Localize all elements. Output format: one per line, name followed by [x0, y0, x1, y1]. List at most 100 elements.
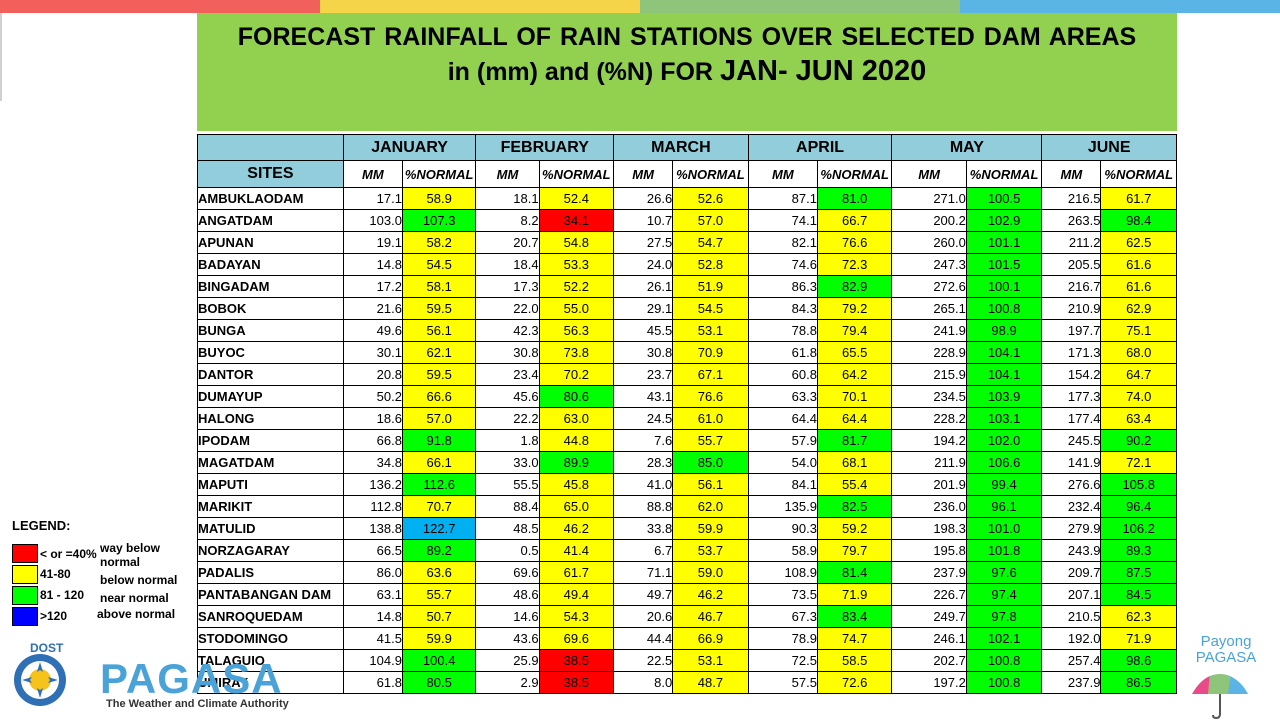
percent-normal-cell: 56.3	[538, 319, 615, 342]
mm-header: MM	[747, 160, 818, 188]
percent-normal-cell: 54.5	[672, 297, 749, 320]
site-name-cell: PADALIS	[197, 561, 344, 584]
percent-normal-cell: 104.1	[965, 341, 1043, 364]
sites-header: SITES	[197, 160, 344, 188]
mm-value-cell: 263.5	[1041, 209, 1102, 232]
mm-value-cell: 245.5	[1041, 429, 1102, 452]
mm-value-cell: 61.8	[747, 341, 818, 364]
rainfall-table: JANUARY FEBRUARY MARCH APRIL MAY JUNE SI…	[197, 134, 1177, 694]
mm-value-cell: 34.8	[342, 451, 403, 474]
percent-normal-cell: 66.6	[401, 385, 477, 408]
percent-normal-cell: 70.2	[538, 363, 615, 386]
percent-normal-cell: 61.0	[672, 407, 749, 430]
mm-value-cell: 23.4	[475, 363, 540, 386]
mm-value-cell: 135.9	[747, 495, 818, 518]
percent-normal-cell: 54.5	[401, 253, 477, 276]
percent-normal-cell: 46.2	[672, 583, 749, 606]
site-name-cell: BUYOC	[197, 341, 344, 364]
percent-normal-cell: 66.9	[672, 627, 749, 650]
percent-normal-cell: 58.2	[401, 231, 477, 254]
top-bar-blue	[960, 0, 1280, 13]
percent-normal-cell: 44.8	[538, 429, 615, 452]
percent-normal-cell: 101.0	[965, 517, 1043, 540]
table-row: HALONG 18.6 57.0 22.2 63.0 24.5 61.0 64.4 64.4 22…	[197, 407, 1177, 430]
mm-value-cell: 271.0	[891, 187, 967, 210]
percent-normal-cell: 101.1	[965, 231, 1043, 254]
percent-normal-cell: 50.7	[401, 605, 477, 628]
header-blank-cell	[197, 134, 344, 161]
mm-value-cell: 108.9	[747, 561, 818, 584]
mm-value-cell: 30.1	[342, 341, 403, 364]
percent-normal-cell: 96.4	[1100, 495, 1177, 518]
mm-value-cell: 43.1	[613, 385, 674, 408]
percent-normal-cell: 106.6	[965, 451, 1043, 474]
mm-value-cell: 10.7	[613, 209, 674, 232]
mm-value-cell: 78.8	[747, 319, 818, 342]
mm-value-cell: 154.2	[1041, 363, 1102, 386]
legend-desc: way below normal	[100, 541, 161, 569]
table-row: STODOMINGO 41.5 59.9 43.6 69.6 44.4 66.9 78.9 74…	[197, 627, 1177, 650]
percent-normal-cell: 45.8	[538, 473, 615, 496]
percent-normal-cell: 103.9	[965, 385, 1043, 408]
percent-normal-cell: 101.5	[965, 253, 1043, 276]
mm-header: MM	[1041, 160, 1102, 188]
percent-normal-cell: 61.7	[538, 561, 615, 584]
site-name-cell: ANGATDAM	[197, 209, 344, 232]
month-header: JUNE	[1041, 134, 1177, 161]
mm-value-cell: 265.1	[891, 297, 967, 320]
site-name-cell: DUMAYUP	[197, 385, 344, 408]
percent-normal-cell: 86.5	[1100, 671, 1177, 694]
top-bar-green	[640, 0, 960, 13]
mm-value-cell: 17.2	[342, 275, 403, 298]
table-row: AMBUKLAODAM 17.1 58.9 18.1 52.4 26.6 52.6 87.1 8…	[197, 187, 1177, 210]
mm-value-cell: 48.5	[475, 517, 540, 540]
mm-value-cell: 45.6	[475, 385, 540, 408]
percent-normal-cell: 49.4	[538, 583, 615, 606]
payong-line1: Payong	[1200, 633, 1252, 650]
mm-value-cell: 200.2	[891, 209, 967, 232]
percent-normal-cell: 51.9	[672, 275, 749, 298]
mm-value-cell: 177.4	[1041, 407, 1102, 430]
percent-normal-cell: 52.4	[538, 187, 615, 210]
mm-value-cell: 57.5	[747, 671, 818, 694]
percent-normal-cell: 102.0	[965, 429, 1043, 452]
mm-value-cell: 0.5	[475, 539, 540, 562]
percent-normal-cell: 96.1	[965, 495, 1043, 518]
title-banner: FORECAST RAINFALL OF RAIN STATIONS OVER …	[197, 13, 1177, 131]
table-body: AMBUKLAODAM 17.1 58.9 18.1 52.4 26.6 52.6 87.1 8…	[197, 187, 1177, 694]
legend-title: LEGEND:	[12, 518, 71, 533]
percent-normal-cell: 52.2	[538, 275, 615, 298]
site-name-cell: DANTOR	[197, 363, 344, 386]
percent-normal-cell: 55.7	[672, 429, 749, 452]
percent-normal-cell: 68.0	[1100, 341, 1177, 364]
legend-desc: below normal	[100, 573, 178, 587]
legend-swatch-yellow	[12, 565, 38, 584]
percent-normal-cell: 102.9	[965, 209, 1043, 232]
mm-value-cell: 14.6	[475, 605, 540, 628]
mm-value-cell: 48.6	[475, 583, 540, 606]
mm-value-cell: 66.8	[342, 429, 403, 452]
legend-desc: above normal	[97, 607, 176, 621]
table-row: MAGATDAM 34.8 66.1 33.0 89.9 28.3 85.0 54.0 68.1…	[197, 451, 1177, 474]
percent-normal-cell: 64.7	[1100, 363, 1177, 386]
mm-value-cell: 28.3	[613, 451, 674, 474]
mm-value-cell: 14.8	[342, 253, 403, 276]
percent-normal-cell: 74.0	[1100, 385, 1177, 408]
site-name-cell: HALONG	[197, 407, 344, 430]
percent-normal-cell: 54.7	[672, 231, 749, 254]
mm-value-cell: 195.8	[891, 539, 967, 562]
mm-value-cell: 78.9	[747, 627, 818, 650]
percent-normal-cell: 62.1	[401, 341, 477, 364]
mm-value-cell: 66.5	[342, 539, 403, 562]
percent-normal-cell: 79.7	[816, 539, 893, 562]
percent-normal-cell: 70.9	[672, 341, 749, 364]
mm-value-cell: 257.4	[1041, 649, 1102, 672]
mm-value-cell: 54.0	[747, 451, 818, 474]
mm-value-cell: 232.4	[1041, 495, 1102, 518]
percent-normal-cell: 87.5	[1100, 561, 1177, 584]
title-prefix: in (mm) and (%N) FOR	[447, 58, 720, 86]
month-header: MARCH	[613, 134, 749, 161]
percent-normal-cell: 69.6	[538, 627, 615, 650]
percent-normal-cell: 102.1	[965, 627, 1043, 650]
title-period: JAN- JUN 2020	[719, 55, 927, 87]
